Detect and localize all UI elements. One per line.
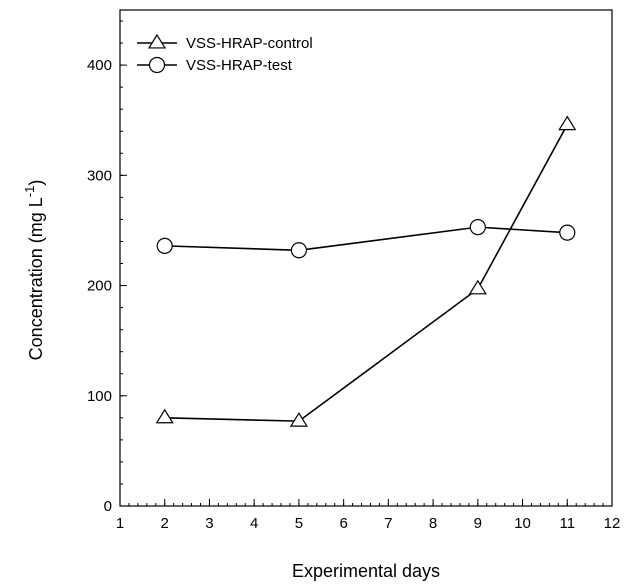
legend-label: VSS-HRAP-control: [186, 35, 313, 52]
circle-marker: [156, 237, 173, 254]
legend: VSS-HRAP-control VSS-HRAP-test: [137, 33, 313, 74]
triangle-marker: [468, 279, 487, 295]
x-tick-label: 8: [429, 515, 437, 532]
y-tick-label: 100: [87, 388, 112, 405]
x-tick-label: 1: [116, 515, 124, 532]
x-tick-label: 7: [384, 515, 392, 532]
triangle-marker: [147, 33, 167, 49]
series-control: [155, 115, 577, 427]
x-tick-label: 4: [250, 515, 258, 532]
triangle-marker: [558, 115, 577, 131]
minor-ticks: [119, 20, 613, 507]
x-tick-label: 10: [514, 515, 531, 532]
x-tick-label: 11: [559, 515, 575, 532]
x-tick-label: 12: [604, 515, 621, 532]
x-axis-title: Experimental days: [292, 561, 440, 581]
y-axis-title-close: ): [26, 180, 46, 186]
circle-marker: [469, 219, 486, 236]
series-layer: [155, 115, 577, 427]
circle-marker: [559, 224, 576, 241]
circle-marker: [290, 242, 308, 259]
y-tick-label: 400: [87, 57, 112, 74]
y-tick-label: 0: [104, 498, 112, 515]
x-tick-label: 9: [474, 515, 482, 532]
series-line: [164, 124, 568, 422]
y-tick-label: 300: [87, 167, 112, 184]
plot-frame: [119, 9, 613, 507]
x-tick-label: 6: [339, 515, 347, 532]
circle-marker: [148, 56, 166, 74]
legend-item: VSS-HRAP-control: [137, 33, 313, 52]
triangle-marker: [289, 411, 308, 427]
y-axis-title-superscript: -1: [22, 186, 37, 198]
triangle-marker: [155, 408, 174, 424]
legend-label: VSS-HRAP-test: [186, 57, 293, 74]
y-tick-label: 200: [87, 278, 112, 295]
x-tick-label: 2: [161, 515, 169, 532]
y-axis-title: Concentration (mg L-1): [22, 180, 46, 361]
series-test: [156, 219, 576, 259]
series-line: [164, 226, 568, 252]
legend-item: VSS-HRAP-test: [137, 56, 293, 74]
x-tick-label: 3: [205, 515, 213, 532]
y-axis-title-main: Concentration (mg L: [26, 197, 46, 360]
major-ticks: [119, 64, 613, 507]
x-tick-label: 5: [295, 515, 303, 532]
